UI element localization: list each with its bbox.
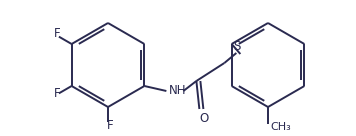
Text: NH: NH xyxy=(169,84,187,97)
Text: F: F xyxy=(54,87,60,100)
Text: F: F xyxy=(107,119,113,132)
Text: S: S xyxy=(234,39,241,52)
Text: F: F xyxy=(54,27,60,40)
Text: O: O xyxy=(200,112,209,124)
Text: CH₃: CH₃ xyxy=(270,122,291,132)
